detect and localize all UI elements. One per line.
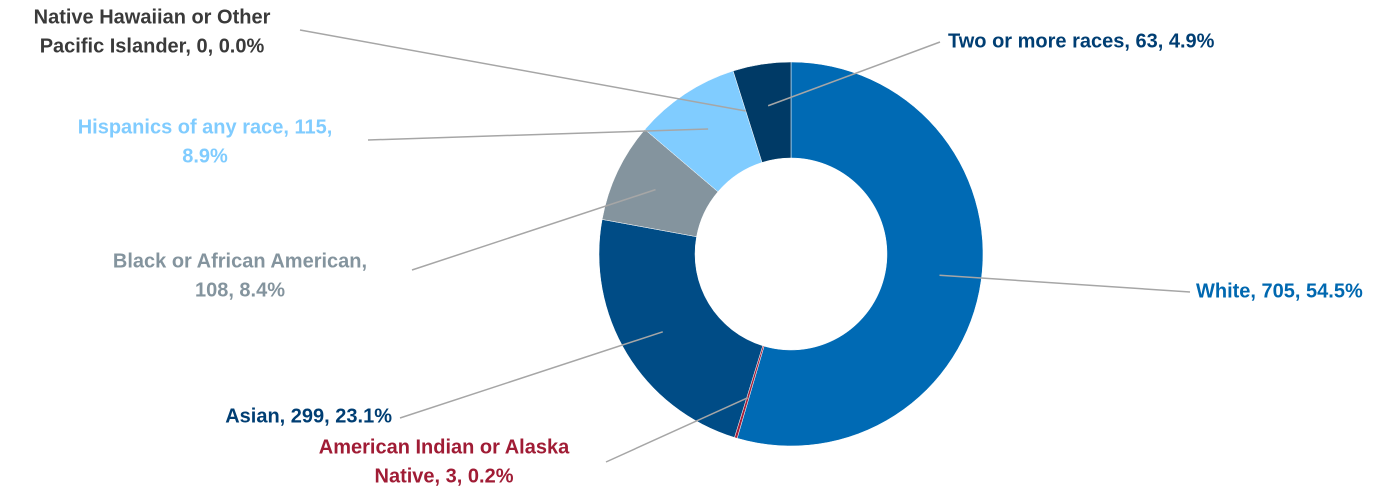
data-label: Two or more races, 63, 4.9% (948, 30, 1215, 52)
donut-slice (732, 61, 792, 163)
leader-line (367, 128, 709, 141)
data-label: Native Hawaiian or Other (34, 6, 271, 28)
data-label: White, 705, 54.5% (1196, 280, 1363, 302)
data-label: 108, 8.4% (195, 279, 285, 301)
data-label: Black or African American, (113, 250, 367, 272)
donut-slice (598, 219, 764, 438)
data-label: Asian, 299, 23.1% (225, 405, 392, 427)
leader-line (939, 274, 1191, 293)
leader-line (411, 188, 656, 271)
donut-slice (736, 61, 984, 447)
leader-line (767, 41, 941, 107)
data-label: Pacific Islander, 0, 0.0% (40, 35, 265, 57)
data-label: Native, 3, 0.2% (375, 465, 514, 487)
leader-line (605, 396, 749, 463)
leader-line (299, 29, 746, 112)
data-label: Hispanics of any race, 115, (78, 116, 333, 138)
leader-line (399, 331, 664, 419)
data-label: American Indian or Alaska (319, 436, 570, 458)
data-label: 8.9% (182, 145, 228, 167)
